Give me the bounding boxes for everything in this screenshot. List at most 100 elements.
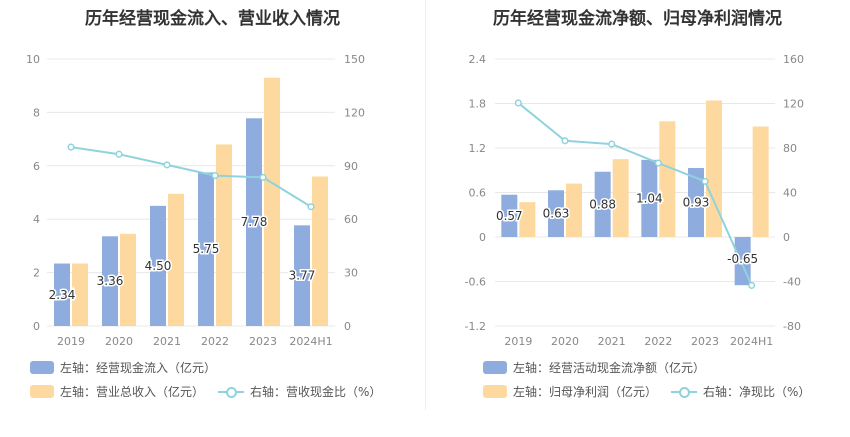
x-tick-label: 2020 bbox=[105, 335, 133, 348]
right-tick-label: 160 bbox=[783, 53, 804, 66]
panel-divider bbox=[425, 0, 426, 410]
x-tick-label: 2019 bbox=[504, 335, 532, 348]
legend-row-2: 左轴：归母净利润（亿元） 右轴：净现比（%） bbox=[483, 383, 824, 400]
x-tick-label: 2024H1 bbox=[289, 335, 332, 348]
data-label: 7.78 bbox=[241, 215, 268, 229]
right-tick-label: 80 bbox=[783, 142, 797, 155]
line-point bbox=[163, 161, 171, 169]
left-tick-label: 8 bbox=[33, 106, 40, 119]
x-tick-label: 2021 bbox=[598, 335, 626, 348]
legend-label: 右轴：净现比（%） bbox=[703, 385, 811, 399]
data-label: 0.93 bbox=[683, 196, 710, 210]
bar-series-2 bbox=[216, 144, 232, 326]
bar-series-1 bbox=[150, 205, 166, 326]
data-label: 5.75 bbox=[193, 242, 220, 256]
data-label: 3.77 bbox=[289, 269, 316, 283]
bar-series-2 bbox=[566, 183, 582, 237]
chart-panel-cash-inflow: 历年经营现金流入、营业收入情况 0 0 2 30 4 60 6 90 8 120 10 150 2019… bbox=[26, 9, 395, 400]
line-point bbox=[115, 150, 123, 158]
data-label: 2.34 bbox=[49, 288, 76, 302]
right-tick-label: 90 bbox=[344, 160, 358, 173]
left-tick-label: 1.2 bbox=[469, 142, 487, 155]
right-tick-label: 120 bbox=[344, 106, 365, 119]
x-tick-label: 2020 bbox=[551, 335, 579, 348]
line-point bbox=[561, 137, 569, 145]
x-tick-label: 2021 bbox=[153, 335, 181, 348]
legend-row-2: 左轴：营业总收入（亿元） 右轴：营收现金比（%） bbox=[30, 383, 395, 400]
left-tick-label: 2 bbox=[33, 267, 40, 280]
bar-series-1 bbox=[548, 190, 564, 237]
legend-label: 左轴：经营活动现金流净额（亿元） bbox=[513, 361, 706, 375]
line-point bbox=[748, 281, 756, 289]
bar-series-2 bbox=[264, 77, 280, 326]
bar-series-2 bbox=[72, 263, 88, 326]
bar-series-1 bbox=[198, 172, 214, 326]
legend-label: 左轴：归母净利润（亿元） bbox=[513, 385, 658, 399]
legend-item-series-3[interactable]: 右轴：净现比（%） bbox=[671, 383, 810, 400]
x-tick-label: 2023 bbox=[249, 335, 277, 348]
line-point bbox=[307, 203, 315, 211]
line-point bbox=[67, 143, 75, 151]
legend-label: 右轴：营收现金比（%） bbox=[250, 385, 382, 399]
legend-item-series-1[interactable]: 左轴：经营现金流入（亿元） bbox=[30, 359, 216, 376]
left-tick-label: 0 bbox=[33, 320, 40, 333]
data-label: -0.65 bbox=[727, 252, 758, 266]
right-tick-label: 60 bbox=[344, 213, 358, 226]
right-tick-label: -40 bbox=[783, 276, 801, 289]
bar-series-1 bbox=[102, 236, 118, 326]
chart-title: 历年经营现金流净额、归母净利润情况 bbox=[493, 9, 782, 29]
bar-series-2 bbox=[752, 126, 769, 237]
bar-series-2 bbox=[519, 202, 536, 237]
legend-item-series-2[interactable]: 左轴：营业总收入（亿元） bbox=[30, 383, 204, 400]
bar-series-2 bbox=[168, 193, 184, 326]
left-tick-label: 10 bbox=[26, 53, 40, 66]
data-label: 0.88 bbox=[589, 197, 616, 211]
right-tick-label: 120 bbox=[783, 98, 804, 111]
legend-row-1: 左轴：经营活动现金流净额（亿元） bbox=[483, 359, 719, 376]
right-tick-label: 0 bbox=[783, 231, 790, 244]
left-tick-label: 1.8 bbox=[469, 98, 487, 111]
bar-series-2 bbox=[659, 121, 676, 237]
data-label: 0.63 bbox=[543, 207, 570, 221]
right-tick-label: 40 bbox=[783, 187, 797, 200]
line-series-3 bbox=[70, 146, 312, 208]
legend-item-series-2[interactable]: 左轴：归母净利润（亿元） bbox=[483, 383, 657, 400]
data-label: 1.04 bbox=[636, 191, 663, 205]
bar-series-1 bbox=[688, 168, 704, 237]
legend-item-series-3[interactable]: 右轴：营收现金比（%） bbox=[218, 383, 381, 400]
data-label: 3.36 bbox=[97, 274, 124, 288]
left-tick-label: 4 bbox=[33, 213, 40, 226]
line-point bbox=[259, 173, 267, 181]
legend-swatch bbox=[483, 361, 507, 374]
bar-series-1 bbox=[54, 263, 70, 326]
line-point bbox=[211, 172, 219, 180]
x-tick-label: 2019 bbox=[57, 335, 85, 348]
legend-swatch bbox=[30, 385, 54, 398]
right-tick-label: 30 bbox=[344, 267, 358, 280]
bar-series-1 bbox=[594, 171, 611, 237]
data-label: 0.57 bbox=[496, 209, 523, 223]
x-tick-label: 2022 bbox=[201, 335, 229, 348]
bar-series-1 bbox=[246, 118, 262, 326]
bar-series-2 bbox=[706, 100, 722, 238]
line-point bbox=[514, 99, 522, 107]
x-tick-label: 2023 bbox=[691, 335, 719, 348]
legend-row-1: 左轴：经营现金流入（亿元） bbox=[30, 359, 230, 376]
x-tick-label: 2022 bbox=[644, 335, 672, 348]
legend-line-swatch bbox=[671, 385, 698, 398]
right-tick-label: -80 bbox=[783, 320, 801, 333]
legend-label: 左轴：经营现金流入（亿元） bbox=[60, 361, 217, 375]
bar-series-2 bbox=[612, 159, 629, 237]
legend-label: 左轴：营业总收入（亿元） bbox=[60, 385, 205, 399]
left-tick-label: 0 bbox=[479, 231, 486, 244]
chart-canvas: -1.2 -80 -0.6 -40 0 0 0.6 40 1.2 80 1.8 120 2.4 160 20… bbox=[465, 53, 804, 348]
right-tick-label: 150 bbox=[344, 53, 365, 66]
legend-item-series-1[interactable]: 左轴：经营活动现金流净额（亿元） bbox=[483, 359, 705, 376]
line-point bbox=[654, 159, 662, 167]
right-tick-label: 0 bbox=[344, 320, 351, 333]
legend-swatch bbox=[30, 361, 54, 374]
chart-panel-net-cash-flow: 历年经营现金流净额、归母净利润情况 -1.2 -80 -0.6 -40 0 0 0.6 40 1… bbox=[425, 0, 850, 437]
legend-swatch bbox=[483, 385, 507, 398]
left-tick-label: 0.6 bbox=[469, 187, 487, 200]
left-tick-label: -0.6 bbox=[465, 276, 486, 289]
